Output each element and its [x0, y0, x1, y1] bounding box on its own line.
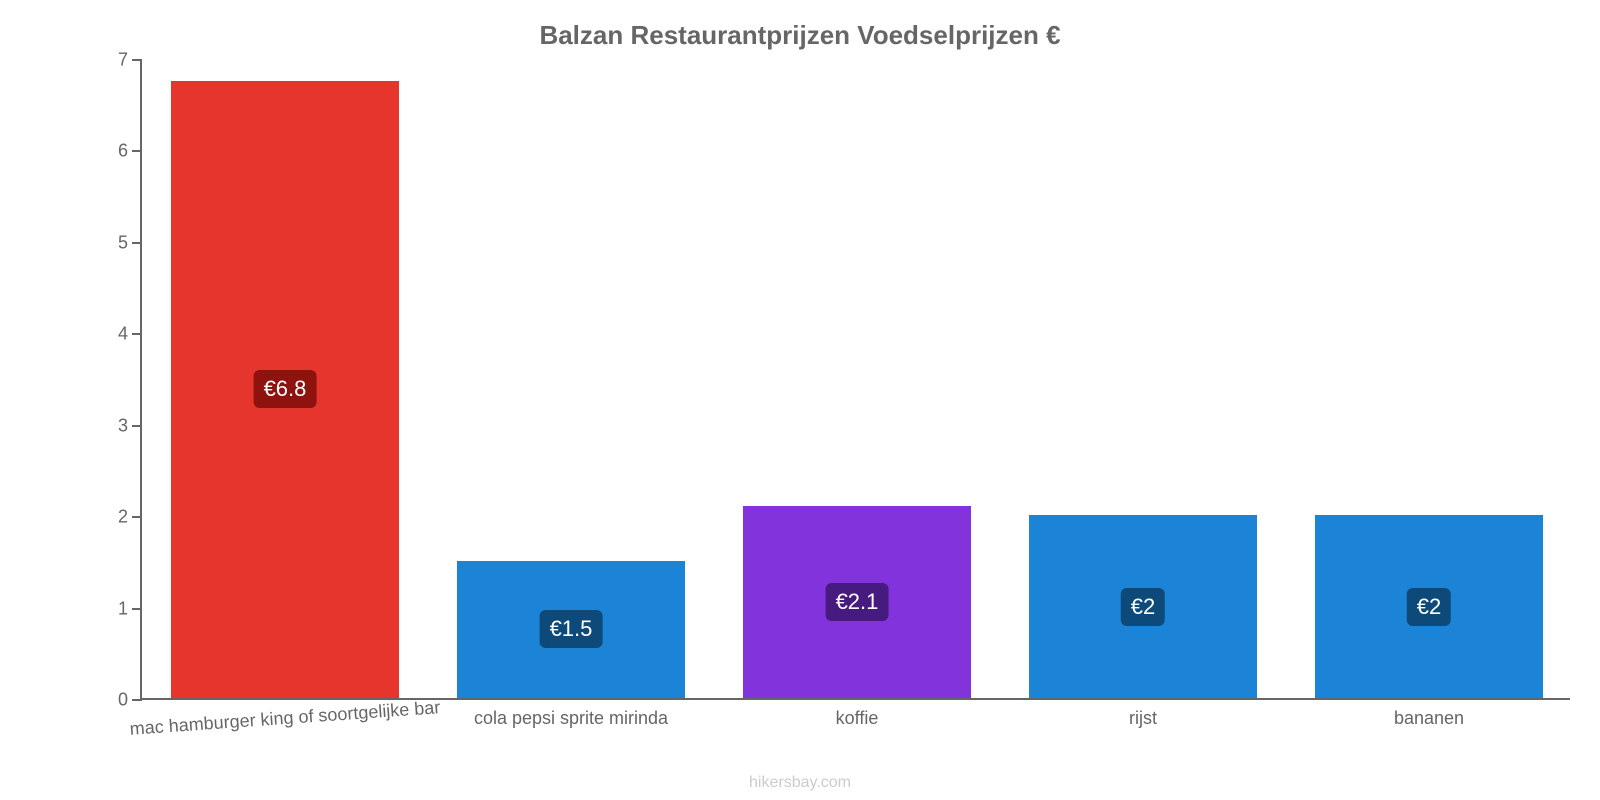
x-tick-label: mac hamburger king of soortgelijke bar: [129, 697, 441, 740]
y-tick: [132, 242, 142, 244]
y-tick-label: 4: [118, 324, 128, 345]
x-tick-label: koffie: [836, 708, 879, 729]
y-tick-label: 7: [118, 50, 128, 71]
bar-value-label: €2: [1407, 588, 1451, 626]
y-tick: [132, 150, 142, 152]
bar-value-label: €2.1: [826, 583, 889, 621]
y-tick-label: 3: [118, 415, 128, 436]
y-tick: [132, 59, 142, 61]
chart-container: Balzan Restaurantprijzen Voedselprijzen …: [0, 0, 1600, 800]
bar-value-label: €1.5: [540, 610, 603, 648]
x-tick-label: rijst: [1129, 708, 1157, 729]
bar: €2: [1315, 515, 1544, 698]
bar-value-label: €6.8: [254, 370, 317, 408]
y-tick-label: 2: [118, 507, 128, 528]
y-tick-label: 1: [118, 598, 128, 619]
bar: €2.1: [743, 506, 972, 698]
plot-area: 01234567€6.8mac hamburger king of soortg…: [140, 60, 1570, 700]
y-tick-label: 6: [118, 141, 128, 162]
x-tick-label: cola pepsi sprite mirinda: [474, 708, 668, 729]
chart-title: Balzan Restaurantprijzen Voedselprijzen …: [0, 20, 1600, 51]
bar: €2: [1029, 515, 1258, 698]
y-tick-label: 5: [118, 232, 128, 253]
y-tick: [132, 608, 142, 610]
y-tick: [132, 333, 142, 335]
bar-value-label: €2: [1121, 588, 1165, 626]
y-tick: [132, 699, 142, 701]
x-tick-label: bananen: [1394, 708, 1464, 729]
y-tick: [132, 516, 142, 518]
chart-attribution: hikersbay.com: [0, 774, 1600, 792]
y-tick-label: 0: [118, 690, 128, 711]
y-tick: [132, 425, 142, 427]
bar: €6.8: [171, 81, 400, 698]
bar: €1.5: [457, 561, 686, 698]
